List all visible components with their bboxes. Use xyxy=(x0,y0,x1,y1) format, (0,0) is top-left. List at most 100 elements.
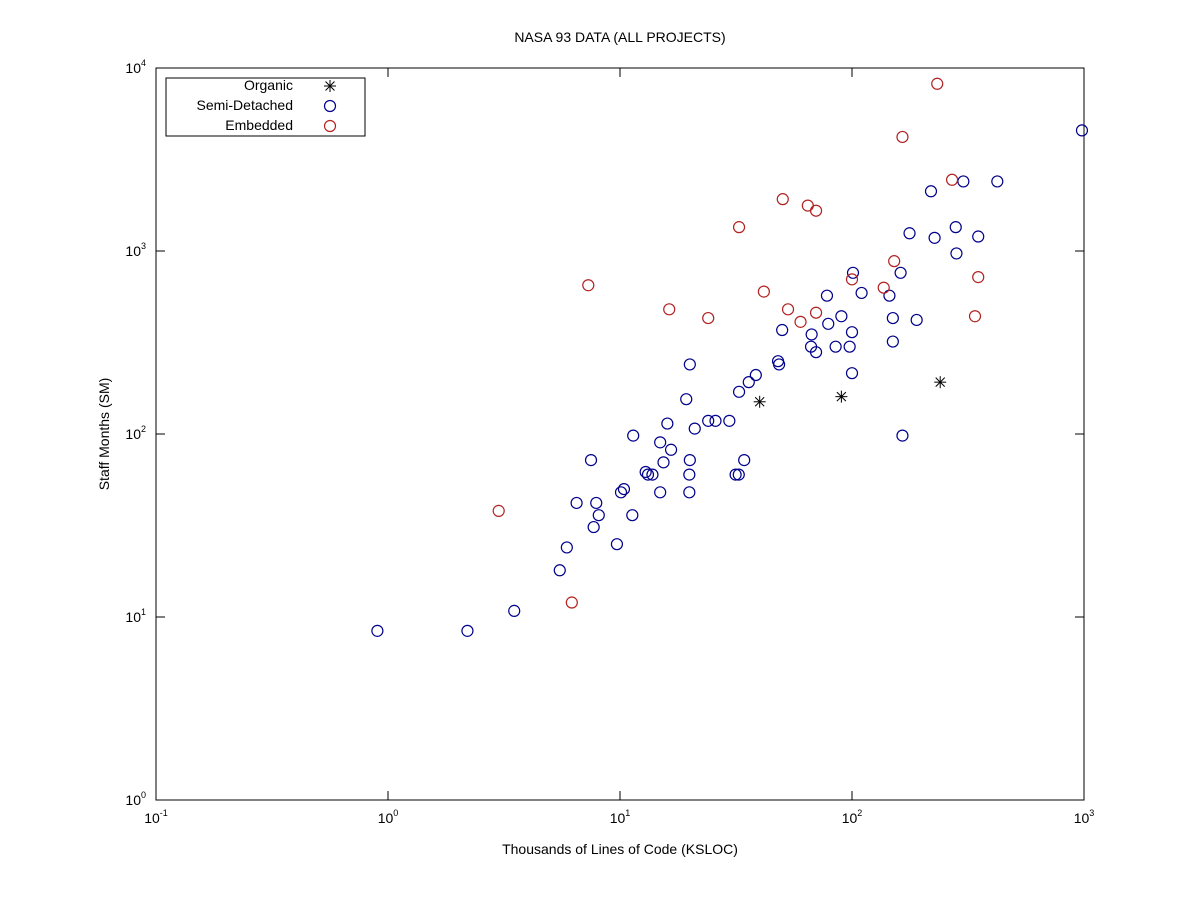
legend-marker-organic xyxy=(324,80,336,92)
x-tick-label: 101 xyxy=(610,808,631,826)
semi-detached-point xyxy=(749,368,762,382)
legend-label-semi-detached: Semi-Detached xyxy=(197,97,294,113)
semi-detached-point xyxy=(592,509,605,522)
embedded-point xyxy=(877,281,890,294)
semi-detached-point xyxy=(924,185,938,198)
semi-detached-point xyxy=(584,454,598,467)
semi-detached-point xyxy=(886,335,899,348)
embedded-point xyxy=(801,199,814,212)
embedded-point xyxy=(888,255,901,268)
semi-detached-point xyxy=(683,486,696,499)
semi-detached-point xyxy=(683,454,696,467)
embedded-point xyxy=(794,315,807,328)
semi-detached-point xyxy=(835,310,848,323)
organic-point xyxy=(934,376,947,389)
semi-detached-point xyxy=(896,429,909,442)
semi-detached-point xyxy=(610,538,624,551)
embedded-point xyxy=(776,193,789,206)
semi-detached-point xyxy=(991,175,1004,188)
legend-label-embedded: Embedded xyxy=(225,117,293,133)
embedded-point xyxy=(565,596,578,609)
semi-detached-point xyxy=(570,496,583,510)
semi-detached-point xyxy=(949,221,962,234)
semi-detached-point xyxy=(829,340,842,353)
y-tick-label: 104 xyxy=(125,58,146,76)
plot-frame xyxy=(155,67,1085,801)
semi-detached-point xyxy=(843,340,856,353)
x-tick-label: 102 xyxy=(842,808,863,826)
semi-detached-point xyxy=(772,358,786,371)
semi-detached-point xyxy=(641,468,655,481)
x-axis-label: Thousands of Lines of Code (KSLOC) xyxy=(502,841,738,857)
y-tick-label: 101 xyxy=(125,607,146,625)
series-embedded xyxy=(492,77,985,609)
embedded-point xyxy=(896,130,909,144)
semi-detached-point xyxy=(846,266,860,279)
y-tick-label: 100 xyxy=(125,790,146,808)
embedded-point xyxy=(663,303,676,316)
y-axis-label: Staff Months (SM) xyxy=(96,378,112,491)
semi-detached-point xyxy=(461,624,474,637)
semi-detached-point xyxy=(657,456,670,469)
semi-detached-point xyxy=(646,468,659,481)
embedded-point xyxy=(968,310,982,323)
semi-detached-point xyxy=(732,385,746,398)
embedded-point xyxy=(931,77,944,90)
semi-detached-point xyxy=(688,422,701,435)
embedded-point xyxy=(582,279,595,292)
semi-detached-point xyxy=(553,564,566,577)
data-points xyxy=(371,77,1089,637)
embedded-point xyxy=(781,303,795,316)
semi-detached-point xyxy=(680,393,693,406)
x-tick-label: 100 xyxy=(378,808,399,826)
semi-detached-point xyxy=(614,486,628,499)
embedded-point xyxy=(809,306,823,319)
semi-detached-point xyxy=(845,326,859,339)
semi-detached-point xyxy=(587,520,600,534)
embedded-point xyxy=(492,504,505,517)
semi-detached-point xyxy=(928,231,941,244)
embedded-point xyxy=(757,285,770,298)
chart-title: NASA 93 DATA (ALL PROJECTS) xyxy=(514,29,725,45)
semi-detached-point xyxy=(617,482,631,496)
series-semi-detached xyxy=(371,124,1089,637)
semi-detached-point xyxy=(590,496,603,510)
semi-detached-point xyxy=(886,311,899,325)
semi-detached-point xyxy=(742,376,755,389)
semi-detached-point xyxy=(822,317,835,330)
semi-detached-point xyxy=(654,436,667,449)
semi-detached-point xyxy=(883,289,896,302)
semi-detached-point xyxy=(957,175,970,188)
embedded-point xyxy=(972,271,985,284)
semi-detached-point xyxy=(664,443,678,456)
semi-detached-point xyxy=(910,313,923,327)
semi-detached-point xyxy=(683,468,696,481)
legend-marker-embedded xyxy=(323,119,337,133)
y-tick-label: 103 xyxy=(125,241,146,259)
semi-detached-point xyxy=(809,346,823,359)
organic-point xyxy=(753,395,766,408)
semi-detached-point xyxy=(560,541,573,554)
embedded-point xyxy=(845,273,859,286)
semi-detached-point xyxy=(723,414,736,427)
legend-label-organic: Organic xyxy=(244,77,293,93)
x-tick-label: 103 xyxy=(1074,808,1095,826)
series-organic xyxy=(753,376,947,408)
semi-detached-point xyxy=(820,289,834,302)
semi-detached-point xyxy=(508,604,521,617)
x-tick-label: 10-1 xyxy=(144,808,168,826)
y-tick-label: 102 xyxy=(125,424,146,442)
semi-detached-point xyxy=(661,417,674,430)
embedded-point xyxy=(945,173,959,186)
semi-detached-point xyxy=(639,465,652,479)
organic-point xyxy=(835,390,848,403)
semi-detached-point xyxy=(903,227,916,240)
semi-detached-point xyxy=(732,468,745,481)
semi-detached-point xyxy=(738,454,751,467)
semi-detached-point xyxy=(627,429,640,442)
semi-detached-point xyxy=(709,414,722,427)
semi-detached-point xyxy=(855,286,868,300)
embedded-point xyxy=(809,204,823,217)
